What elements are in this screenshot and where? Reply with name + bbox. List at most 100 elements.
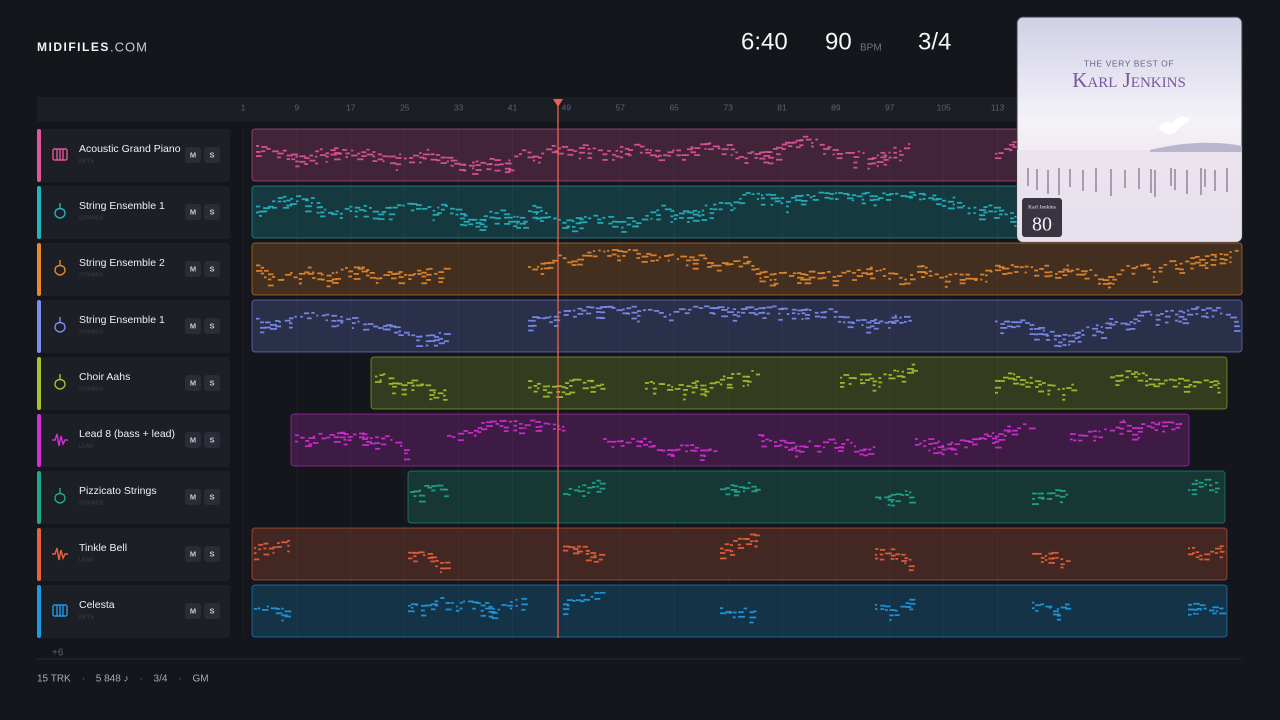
note (361, 266, 365, 269)
mute-button[interactable]: M (185, 432, 201, 448)
note (620, 445, 625, 447)
mute-button-label[interactable]: M (190, 207, 196, 216)
mute-button-bg[interactable] (185, 603, 201, 619)
mute-button[interactable]: M (185, 147, 201, 163)
mute-button[interactable]: M (185, 546, 201, 562)
note (524, 427, 527, 430)
mute-button[interactable]: M (185, 603, 201, 619)
mute-button-bg[interactable] (185, 147, 201, 163)
note (736, 315, 741, 318)
note (579, 218, 584, 221)
solo-button-bg[interactable] (204, 546, 220, 562)
solo-button-bg[interactable] (204, 204, 220, 220)
clip[interactable] (290, 413, 1190, 467)
mute-button[interactable]: M (185, 318, 201, 334)
solo-button-bg[interactable] (204, 261, 220, 277)
solo-button-bg[interactable] (204, 432, 220, 448)
note (363, 210, 367, 212)
mute-button-label[interactable]: M (190, 492, 196, 501)
solo-button[interactable]: S (204, 147, 220, 163)
mute-button-bg[interactable] (185, 432, 201, 448)
mute-button[interactable]: M (185, 375, 201, 391)
mute-button-label[interactable]: M (190, 378, 196, 387)
note (1074, 337, 1079, 340)
mute-button-label[interactable]: M (190, 321, 196, 330)
clip[interactable] (251, 185, 1243, 239)
solo-button-bg[interactable] (204, 375, 220, 391)
note (899, 154, 904, 156)
note (718, 208, 723, 211)
solo-button-label[interactable]: S (209, 321, 214, 330)
solo-button[interactable]: S (204, 489, 220, 505)
clip-body[interactable] (370, 356, 1228, 410)
clip-body[interactable] (251, 584, 1228, 638)
clip[interactable] (370, 356, 1228, 410)
album-art[interactable]: THE VERY BEST OF Karl Jenkins Karl Jenki… (1016, 16, 1243, 243)
solo-button-bg[interactable] (204, 318, 220, 334)
solo-button-label[interactable]: S (209, 207, 214, 216)
clip[interactable] (251, 242, 1243, 296)
clip-body[interactable] (251, 299, 1243, 353)
mute-button-bg[interactable] (185, 375, 201, 391)
solo-button[interactable]: S (204, 432, 220, 448)
bar-number: 49 (562, 102, 572, 112)
mute-button-bg[interactable] (185, 489, 201, 505)
solo-button[interactable]: S (204, 204, 220, 220)
clip-body[interactable] (251, 527, 1228, 581)
clip[interactable] (251, 128, 1243, 182)
solo-button-bg[interactable] (204, 603, 220, 619)
clip[interactable] (251, 584, 1228, 638)
mute-button[interactable]: M (185, 204, 201, 220)
note (746, 538, 750, 540)
solo-button[interactable]: S (204, 318, 220, 334)
solo-button-bg[interactable] (204, 147, 220, 163)
note (457, 432, 465, 435)
clip-body[interactable] (251, 242, 1243, 296)
note (876, 161, 884, 163)
mute-button-label[interactable]: M (190, 549, 196, 558)
mute-button-bg[interactable] (185, 318, 201, 334)
mute-button[interactable]: M (185, 489, 201, 505)
solo-button[interactable]: S (204, 261, 220, 277)
solo-button-label[interactable]: S (209, 606, 214, 615)
note (499, 163, 504, 166)
mute-button-bg[interactable] (185, 546, 201, 562)
solo-button-label[interactable]: S (209, 264, 214, 273)
mute-button-label[interactable]: M (190, 435, 196, 444)
solo-button[interactable]: S (204, 546, 220, 562)
clip-body[interactable] (290, 413, 1190, 467)
mute-button-label[interactable]: M (190, 150, 196, 159)
solo-button[interactable]: S (204, 603, 220, 619)
solo-button-label[interactable]: S (209, 549, 214, 558)
solo-button-bg[interactable] (204, 489, 220, 505)
clip-body[interactable] (407, 470, 1226, 524)
solo-button[interactable]: S (204, 375, 220, 391)
note (1035, 610, 1039, 612)
mute-button-label[interactable]: M (190, 264, 196, 273)
solo-button-label[interactable]: S (209, 378, 214, 387)
more-tracks[interactable]: +6 (52, 648, 64, 659)
mute-button-bg[interactable] (185, 261, 201, 277)
clip[interactable] (251, 527, 1228, 581)
mute-button-bg[interactable] (185, 204, 201, 220)
clip[interactable] (251, 299, 1243, 353)
note (838, 192, 843, 194)
note (429, 334, 436, 337)
mute-button-label[interactable]: M (190, 606, 196, 615)
solo-button-label[interactable]: S (209, 492, 214, 501)
solo-button-label[interactable]: S (209, 150, 214, 159)
playhead-handle[interactable] (553, 99, 563, 107)
solo-button-label[interactable]: S (209, 435, 214, 444)
mute-button[interactable]: M (185, 261, 201, 277)
clip[interactable] (407, 470, 1226, 524)
note (411, 379, 419, 382)
